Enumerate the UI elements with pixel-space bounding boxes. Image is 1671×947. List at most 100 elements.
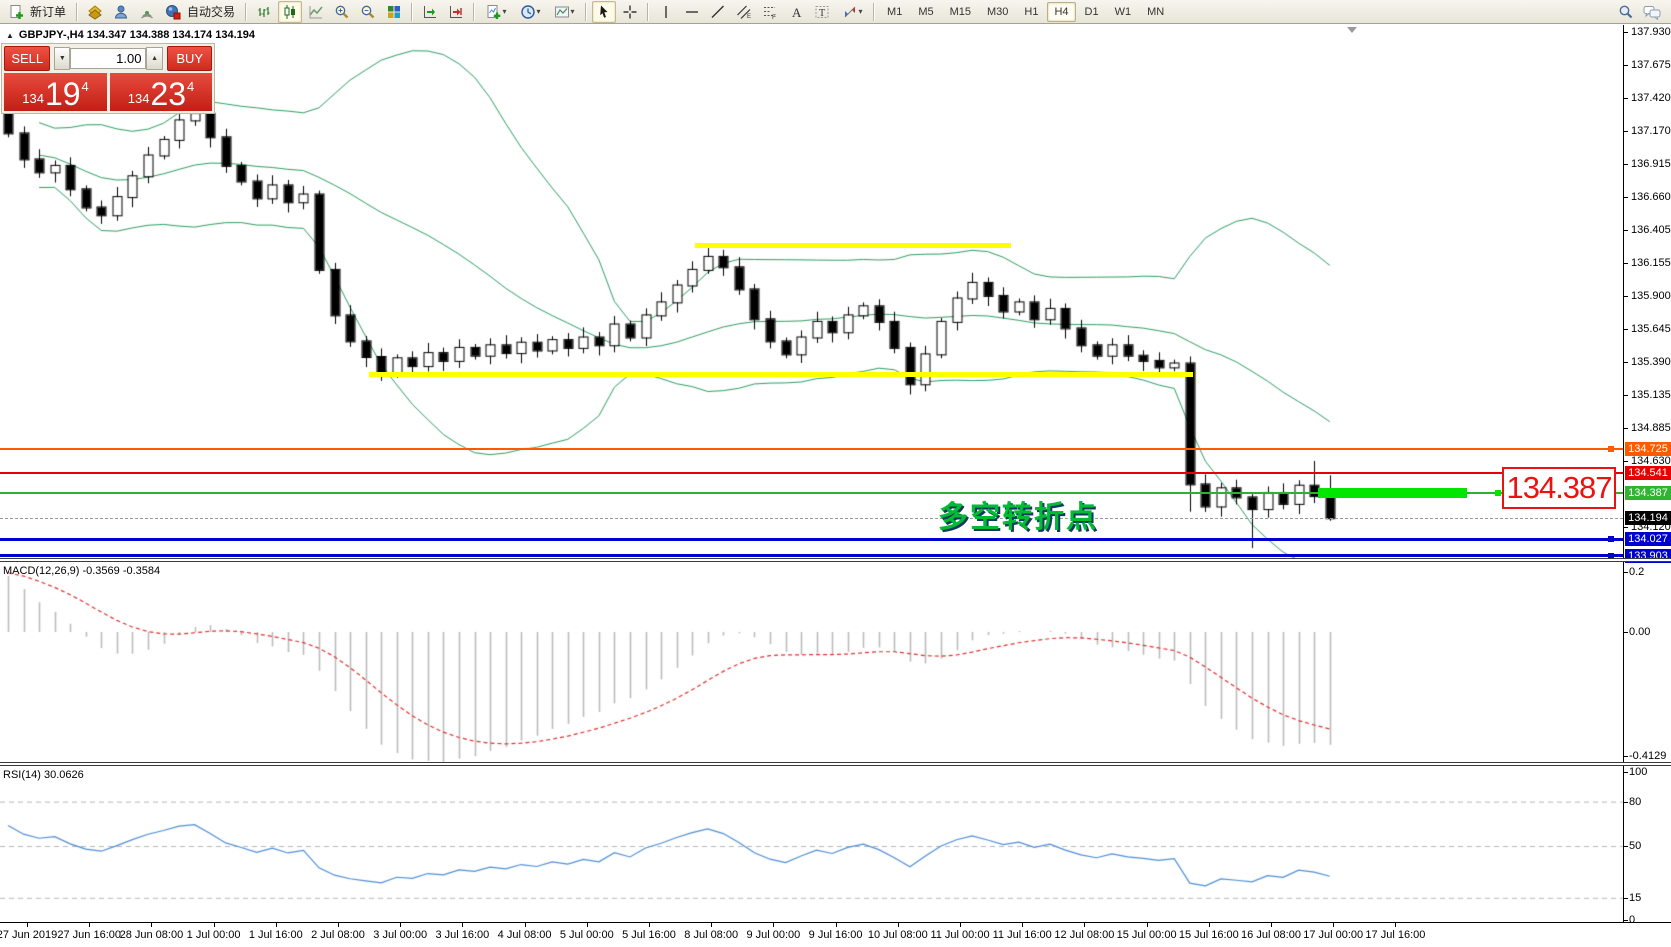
fibonacci-button[interactable]: F xyxy=(758,1,782,23)
one-click-toggle-icon[interactable]: ▲ xyxy=(6,31,14,40)
autotrading-label[interactable]: 自动交易 xyxy=(187,5,236,19)
pane-resizer[interactable] xyxy=(0,762,1671,766)
price-scale-tick xyxy=(1624,230,1628,232)
time-axis-tick xyxy=(835,923,837,927)
timeframe-h4-button[interactable]: H4 xyxy=(1047,1,1076,22)
time-axis-label: 17 Jul 16:00 xyxy=(1365,929,1426,941)
channel-icon: E xyxy=(737,5,751,20)
timeframe-group: M1 M5 M15 M30 H1 H4 D1 W1 MN xyxy=(879,1,1172,22)
time-axis-tick xyxy=(1146,923,1148,927)
time-axis-label: 3 Jul 00:00 xyxy=(373,929,428,941)
autotrading-icon xyxy=(166,4,181,19)
timeframe-m15-button[interactable]: M15 xyxy=(949,5,971,18)
volume-input[interactable] xyxy=(70,48,147,69)
price-scale-tick xyxy=(1624,130,1628,132)
time-axis-label: 10 Jul 08:00 xyxy=(867,929,928,941)
tile-windows-button[interactable] xyxy=(382,1,406,23)
timeframe-h1-button[interactable]: H1 xyxy=(1024,5,1039,18)
chat-button[interactable] xyxy=(1640,1,1664,23)
buy-price-display[interactable]: 134 23 4 xyxy=(110,73,212,111)
timeframe-w1-button[interactable]: W1 xyxy=(1114,5,1132,18)
line-chart-button[interactable] xyxy=(304,1,328,23)
yellow-resistance-segment[interactable] xyxy=(368,371,1193,377)
pane-resizer[interactable] xyxy=(0,558,1671,562)
annotation-text[interactable]: 多空转折点 xyxy=(938,501,1098,534)
horizontal-line-button[interactable] xyxy=(680,1,704,23)
horizontal-line-object[interactable] xyxy=(0,537,1623,541)
search-button[interactable] xyxy=(1614,1,1638,23)
time-axis-tick xyxy=(27,923,28,927)
buy-price-sup: 4 xyxy=(187,79,195,94)
navigator-button[interactable] xyxy=(109,1,133,23)
volume-decrease-button[interactable]: ▼ xyxy=(54,47,71,70)
arrows-button[interactable]: ▾ xyxy=(836,1,868,23)
timeframe-d1-button[interactable]: D1 xyxy=(1084,5,1099,18)
main-chart-canvas[interactable] xyxy=(0,25,1623,559)
vertical-line-button[interactable] xyxy=(654,1,678,23)
time-axis-tick xyxy=(151,923,153,927)
price-scale-tick xyxy=(1624,295,1628,297)
volume-increase-button[interactable]: ▲ xyxy=(146,47,163,70)
line-end-marker xyxy=(1608,445,1614,452)
horizontal-line-object[interactable] xyxy=(0,471,1623,474)
indicators-button[interactable]: ▾ xyxy=(480,1,512,23)
dropdown-caret-icon: ▾ xyxy=(570,7,575,16)
timeframe-m5-button[interactable]: M5 xyxy=(918,5,934,18)
trendline-button[interactable] xyxy=(706,1,730,23)
horizontal-line-object[interactable] xyxy=(0,447,1623,450)
zoom-out-button[interactable] xyxy=(356,1,380,23)
auto-scroll-button[interactable] xyxy=(418,1,442,23)
candlestick-chart-button[interactable] xyxy=(278,0,303,23)
crosshair-icon xyxy=(623,5,637,18)
macd-scale-tick xyxy=(1624,572,1628,573)
time-axis-label: 17 Jul 00:00 xyxy=(1303,929,1364,941)
zoom-in-button[interactable] xyxy=(330,1,354,23)
price-scale-tick xyxy=(1624,527,1628,529)
rsi-scale-tick xyxy=(1624,897,1628,899)
signals-button[interactable] xyxy=(135,1,159,23)
channel-button[interactable]: E xyxy=(732,1,756,23)
chart-shift-button[interactable] xyxy=(444,1,468,23)
line-chart-icon xyxy=(309,5,323,18)
periods-button[interactable]: ▾ xyxy=(514,1,546,23)
horizontal-line-object[interactable] xyxy=(0,554,1623,557)
sell-price-display[interactable]: 134 19 4 xyxy=(4,73,107,111)
macd-pane-canvas[interactable] xyxy=(0,563,1623,763)
horizontal-line-object[interactable] xyxy=(0,491,1623,494)
price-tag: 134.194 xyxy=(1625,510,1671,525)
timeframe-m1-button[interactable]: M1 xyxy=(887,5,903,18)
time-axis-label: 1 Jul 00:00 xyxy=(186,929,241,941)
time-axis-label: 27 Jun 2019 xyxy=(0,929,58,941)
bar-chart-button[interactable] xyxy=(252,1,276,23)
new-order-button[interactable] xyxy=(4,1,28,23)
timeframe-mn-button[interactable]: MN xyxy=(1147,5,1165,18)
price-callout-box[interactable]: 134.387 xyxy=(1502,467,1616,509)
toolbar-separator xyxy=(76,2,79,21)
time-axis-label: 15 Jul 16:00 xyxy=(1178,929,1239,941)
text-label-button[interactable]: T xyxy=(810,1,834,23)
price-tag: 134.725 xyxy=(1625,441,1671,456)
cursor-button[interactable] xyxy=(592,0,617,23)
buy-button[interactable]: BUY xyxy=(167,46,212,71)
trade-panel-price-row: 134 19 4 134 23 4 xyxy=(4,73,212,111)
yellow-resistance-segment[interactable] xyxy=(695,243,1011,249)
market-watch-icon xyxy=(88,4,102,20)
time-axis-tick xyxy=(1208,923,1210,927)
chart-shift-marker[interactable] xyxy=(1347,27,1357,38)
autotrading-button[interactable] xyxy=(161,1,185,23)
market-watch-button[interactable] xyxy=(83,1,107,23)
price-scale-label: 136.405 xyxy=(1631,224,1671,237)
rsi-scale-tick xyxy=(1624,846,1628,847)
rsi-scale-tick xyxy=(1624,772,1628,773)
templates-button[interactable]: ▾ xyxy=(548,1,580,23)
rsi-pane-canvas[interactable] xyxy=(0,767,1623,922)
line-end-marker xyxy=(1608,552,1614,559)
green-highlight-marker[interactable] xyxy=(1318,487,1467,498)
time-axis-label: 11 Jul 00:00 xyxy=(930,929,990,941)
new-order-label[interactable]: 新订单 xyxy=(30,5,67,19)
sell-button[interactable]: SELL xyxy=(4,46,51,71)
crosshair-button[interactable] xyxy=(618,1,642,23)
text-button[interactable]: A xyxy=(784,1,808,23)
fibonacci-icon: F xyxy=(764,6,776,20)
timeframe-m30-button[interactable]: M30 xyxy=(987,5,1009,18)
